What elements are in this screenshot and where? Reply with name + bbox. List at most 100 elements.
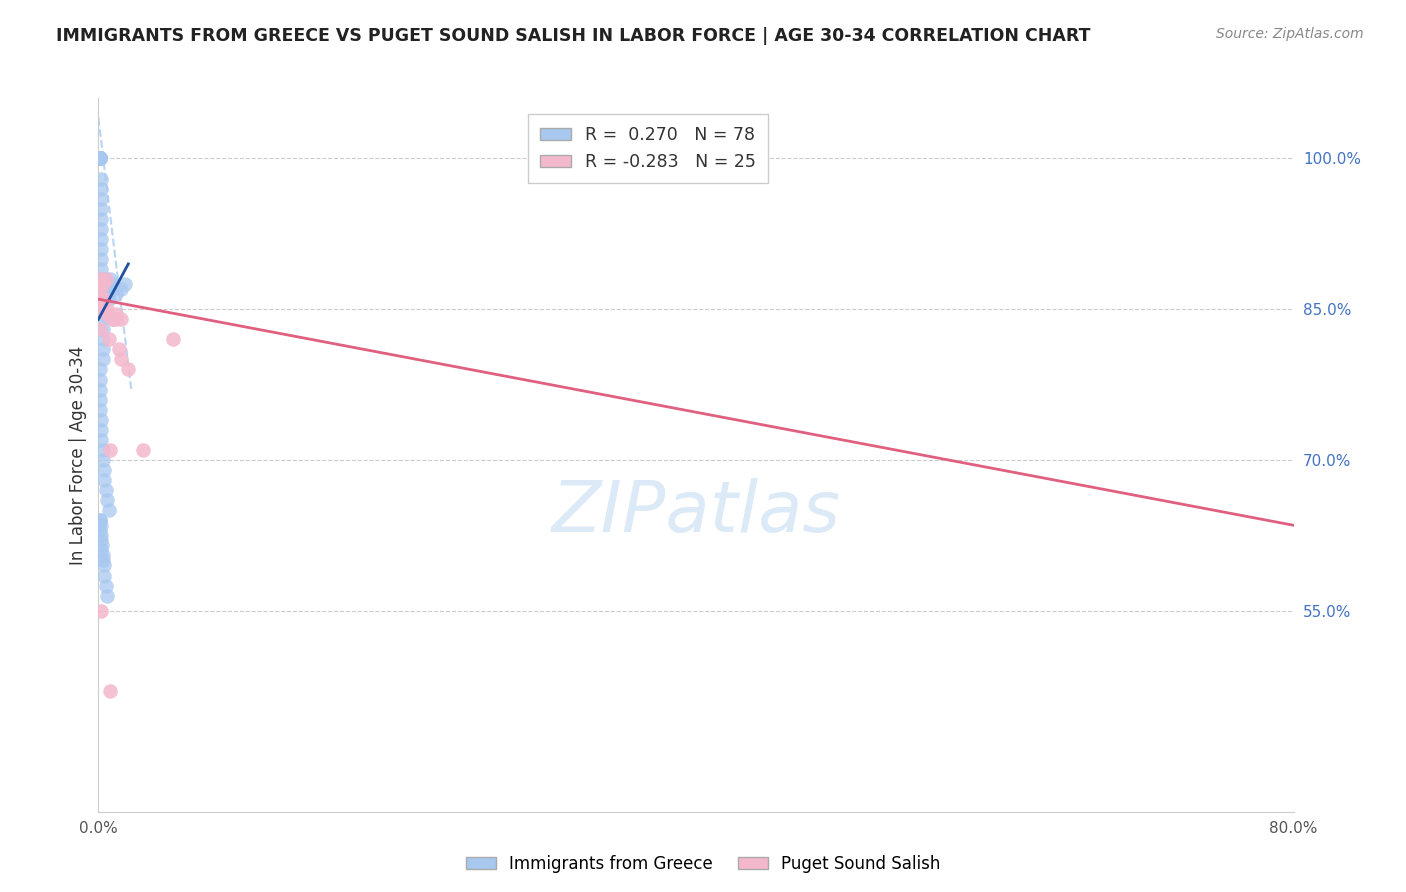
Point xyxy=(91,538,114,552)
Point xyxy=(89,513,111,527)
Point xyxy=(110,282,132,296)
Point xyxy=(89,383,111,397)
Point xyxy=(114,277,136,291)
Point xyxy=(105,312,128,326)
Point xyxy=(91,282,114,296)
Point xyxy=(90,232,112,246)
Point xyxy=(91,292,114,306)
Point xyxy=(96,493,118,508)
Point xyxy=(93,277,115,291)
Point xyxy=(91,277,114,291)
Point xyxy=(96,277,118,291)
Point xyxy=(96,307,118,321)
Point xyxy=(93,568,115,582)
Point xyxy=(117,362,139,376)
Point xyxy=(89,152,111,166)
Point xyxy=(93,463,115,477)
Text: IMMIGRANTS FROM GREECE VS PUGET SOUND SALISH IN LABOR FORCE | AGE 30-34 CORRELAT: IMMIGRANTS FROM GREECE VS PUGET SOUND SA… xyxy=(56,27,1091,45)
Y-axis label: In Labor Force | Age 30-34: In Labor Force | Age 30-34 xyxy=(69,345,87,565)
Point xyxy=(96,287,118,301)
Point xyxy=(96,302,118,317)
Point xyxy=(90,262,112,277)
Point xyxy=(90,272,112,286)
Point xyxy=(93,473,115,487)
Point xyxy=(89,152,111,166)
Point xyxy=(93,277,115,291)
Point xyxy=(89,152,111,166)
Point xyxy=(90,433,112,447)
Point xyxy=(91,453,114,467)
Point xyxy=(93,292,115,306)
Point xyxy=(94,578,117,592)
Point xyxy=(98,272,122,286)
Point xyxy=(89,152,111,166)
Point xyxy=(91,442,114,457)
Point xyxy=(93,292,115,306)
Point xyxy=(91,322,114,336)
Point xyxy=(89,392,111,407)
Point xyxy=(90,242,112,256)
Point xyxy=(93,307,115,321)
Point xyxy=(89,282,111,296)
Point xyxy=(90,221,112,235)
Point xyxy=(90,252,112,266)
Point xyxy=(91,343,114,357)
Point xyxy=(103,282,125,296)
Point xyxy=(110,352,132,367)
Point xyxy=(105,287,128,301)
Point xyxy=(91,553,114,567)
Point xyxy=(90,202,112,216)
Point xyxy=(89,152,111,166)
Point xyxy=(98,684,122,698)
Point xyxy=(89,152,111,166)
Point xyxy=(89,152,111,166)
Point xyxy=(89,513,111,527)
Point xyxy=(90,413,112,427)
Point xyxy=(93,297,115,311)
Point xyxy=(90,292,112,306)
Point xyxy=(93,558,115,573)
Point xyxy=(89,362,111,376)
Point xyxy=(94,282,117,296)
Point xyxy=(90,211,112,226)
Legend: R =  0.270   N = 78, R = -0.283   N = 25: R = 0.270 N = 78, R = -0.283 N = 25 xyxy=(529,114,768,183)
Legend: Immigrants from Greece, Puget Sound Salish: Immigrants from Greece, Puget Sound Sali… xyxy=(458,848,948,880)
Point xyxy=(89,152,111,166)
Point xyxy=(90,192,112,206)
Point xyxy=(108,343,131,357)
Point xyxy=(91,297,114,311)
Text: Source: ZipAtlas.com: Source: ZipAtlas.com xyxy=(1216,27,1364,41)
Point xyxy=(89,152,111,166)
Point xyxy=(91,332,114,346)
Point xyxy=(94,483,117,497)
Point xyxy=(90,171,112,186)
Point xyxy=(90,518,112,533)
Point xyxy=(90,272,112,286)
Point xyxy=(91,352,114,367)
Text: ZIPatlas: ZIPatlas xyxy=(551,477,841,547)
Point xyxy=(162,332,184,346)
Point xyxy=(90,423,112,437)
Point xyxy=(91,549,114,563)
Point xyxy=(93,287,115,301)
Point xyxy=(94,272,117,286)
Point xyxy=(96,589,118,603)
Point xyxy=(97,503,120,517)
Point xyxy=(105,307,128,321)
Point xyxy=(97,282,120,296)
Point xyxy=(90,181,112,195)
Point xyxy=(90,528,112,542)
Point xyxy=(90,533,112,548)
Point xyxy=(97,292,120,306)
Point xyxy=(103,312,125,326)
Point xyxy=(132,442,155,457)
Point xyxy=(97,332,120,346)
Point xyxy=(103,312,125,326)
Point xyxy=(98,442,122,457)
Point xyxy=(89,524,111,538)
Point xyxy=(110,312,132,326)
Point xyxy=(90,543,112,558)
Point xyxy=(91,312,114,326)
Point xyxy=(89,402,111,417)
Point xyxy=(89,152,111,166)
